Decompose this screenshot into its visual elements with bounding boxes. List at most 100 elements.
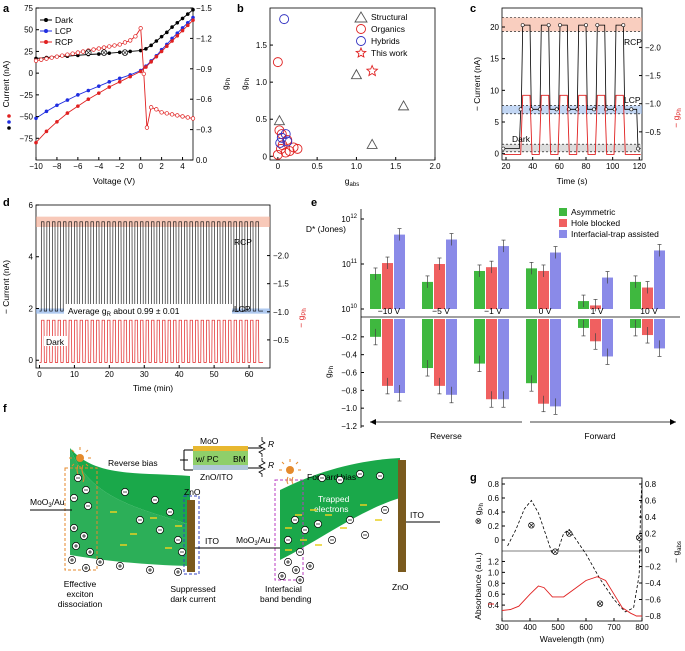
panel-d-rcp-label: RCP (234, 237, 252, 247)
panel-e-bar-bottom (602, 319, 613, 357)
panel-a-xtick-label: 0 (138, 162, 143, 171)
panel-d-xtick-label: 0 (37, 370, 42, 379)
panel-d-average-annotation: Average gR about 0.99 ± 0.01 (64, 304, 232, 318)
panel-g-y2tick-label: 0.8 (645, 480, 657, 489)
panel-e-bar-top (654, 250, 665, 309)
panel-a-point-dark (107, 51, 112, 55)
panel-e-bar-bottom (474, 319, 485, 364)
panel-a-point-lcp (175, 31, 180, 35)
panel-a-point-gph (148, 105, 154, 110)
panel-a-ylabel-dot (7, 126, 11, 130)
panel-a-point-gph (122, 40, 128, 45)
panel-g-xtick-label: 800 (635, 623, 649, 632)
zno-electrode-right-top (398, 460, 406, 500)
panel-c-lcp-label: LCP (624, 95, 641, 105)
panel-a-point-lcp (117, 76, 122, 81)
panel-e-bar-top (642, 287, 653, 309)
legend-lcp: LCP (55, 26, 72, 36)
panel-a-point-gph (49, 55, 54, 60)
panel-e-ytick-label: 1012 (341, 214, 357, 224)
panel-g-ytick-lower-label: 0.6 (488, 590, 500, 599)
panel-a-point-gph (39, 57, 44, 62)
panel-a-point-lcp (34, 116, 38, 121)
panel-a-point-lcp (180, 26, 185, 30)
panel-c-current-point (520, 23, 525, 28)
panel-a-point-rcp (86, 97, 91, 101)
panel-a-point-rcp (97, 91, 101, 95)
panel-a-crossed-marker-x (101, 50, 107, 55)
svg-text:− Current (nA): − Current (nA) (1, 260, 11, 314)
panel-a-point-dark (138, 48, 143, 53)
zno-electrode-left (187, 500, 195, 572)
panel-label-f: f (3, 403, 7, 415)
svg-text:− gabs: − gabs (671, 541, 683, 563)
panel-e-bar-top (474, 270, 485, 309)
panel-g-ytick-lower-label: 1.2 (488, 557, 500, 566)
panel-a-ytick-label: −25 (19, 91, 33, 100)
panel-c-ylabel: − Current (nA) (472, 57, 482, 111)
panel-c-y2label: − gPh (671, 108, 683, 127)
panel-a-xtick-label: −2 (115, 162, 125, 171)
panel-a-point-lcp (107, 80, 112, 84)
reverse-dashed-box (64, 467, 98, 571)
panel-e-bar-bottom (550, 319, 561, 407)
panel-label-e: e (311, 197, 317, 209)
panel-c-y2tick-label: −1.5 (645, 72, 661, 81)
panel-label-c: c (470, 3, 476, 15)
panel-b-legend: Structural Organics Hybrids This work (354, 11, 408, 58)
panel-a-point-rcp (154, 54, 159, 59)
panel-e-ytick-lower-label: −0.6 (341, 369, 357, 378)
panel-g-y2tick-label: −0.6 (645, 596, 661, 605)
panel-a-xtick-label: −8 (52, 162, 62, 171)
panel-a-xtick-label: 4 (180, 162, 185, 171)
panel-a-point-rcp (138, 69, 143, 74)
panel-a-point-gph (70, 51, 75, 56)
panel-g-gph-point-x (529, 523, 534, 528)
panel-e-chart: 101010111012−1.2−1.0−0.8−0.6−0.4−0.2−10 … (306, 207, 680, 441)
panel-c-current-point (558, 23, 562, 28)
panel-a-ytick-label: −75 (19, 134, 33, 143)
panel-d-lcp-label: LCP (234, 304, 251, 314)
panel-g-y2tick-label: −0.2 (645, 563, 661, 572)
panel-g-xtick-label: 300 (495, 623, 509, 632)
svg-text:MoO3/Au: MoO3/Au (30, 497, 65, 509)
panel-e-ytick-lower-label: −0.8 (341, 386, 357, 395)
panel-a-point-gph (159, 110, 164, 115)
panel-a-point-gph (33, 58, 39, 63)
panel-c-band-dark (502, 144, 642, 152)
panel-a-point-gph (112, 43, 117, 48)
panel-d-xtick-label: 60 (245, 370, 254, 379)
panel-label-g: g (470, 472, 477, 484)
panel-a-point-rcp (76, 104, 80, 108)
panel-a-point-gph (101, 45, 107, 50)
panel-a-point-lcp (97, 84, 101, 88)
panel-a-point-dark (191, 7, 195, 12)
panel-e-ytick-exp: 10 (350, 304, 357, 310)
panel-a-ytick-label: 50 (24, 26, 33, 35)
panel-a-point-gph (169, 112, 175, 117)
panel-d-xtick-label: 30 (140, 370, 149, 379)
panel-a-y2tick-label: −1.5 (196, 4, 212, 13)
panel-e-bar-top (538, 270, 549, 309)
panel-d-gph-trace (39, 319, 263, 363)
moo3-au-left-label: MoO3/Au (30, 497, 65, 509)
legend-dark: Dark (55, 15, 74, 25)
reverse-bias-band-top (70, 448, 190, 525)
panel-e-ylabel-top: D* (Jones) (306, 224, 346, 234)
panel-g-xtick-label: 600 (579, 623, 593, 632)
panel-e-bar-top (526, 268, 537, 309)
panel-a-ylabel-dot (7, 120, 11, 124)
svg-text:Reverse: Reverse (430, 431, 462, 441)
panel-d-current-trace (39, 221, 263, 312)
panel-a-point-rcp (44, 129, 49, 134)
device-stack-inset: MoO w/ PC BM ZnO/ITO R R (180, 436, 274, 482)
panel-d-y2tick-label: −2.0 (273, 252, 289, 261)
panel-e-bar-bottom (498, 319, 509, 400)
panel-e-ylabel-bottom: gPh (323, 366, 335, 378)
panel-c-xtick-label: 120 (633, 162, 647, 171)
svg-text:Average gR about 0.99 ± 0.01: Average gR about 0.99 ± 0.01 (68, 306, 180, 318)
panel-b-ytick-label: 0 (263, 152, 268, 161)
panel-e-ytick-lower-label: −1.0 (341, 404, 357, 413)
panel-a-point-gph (75, 50, 81, 55)
legend-hole-blocked: Hole blocked (571, 218, 620, 228)
